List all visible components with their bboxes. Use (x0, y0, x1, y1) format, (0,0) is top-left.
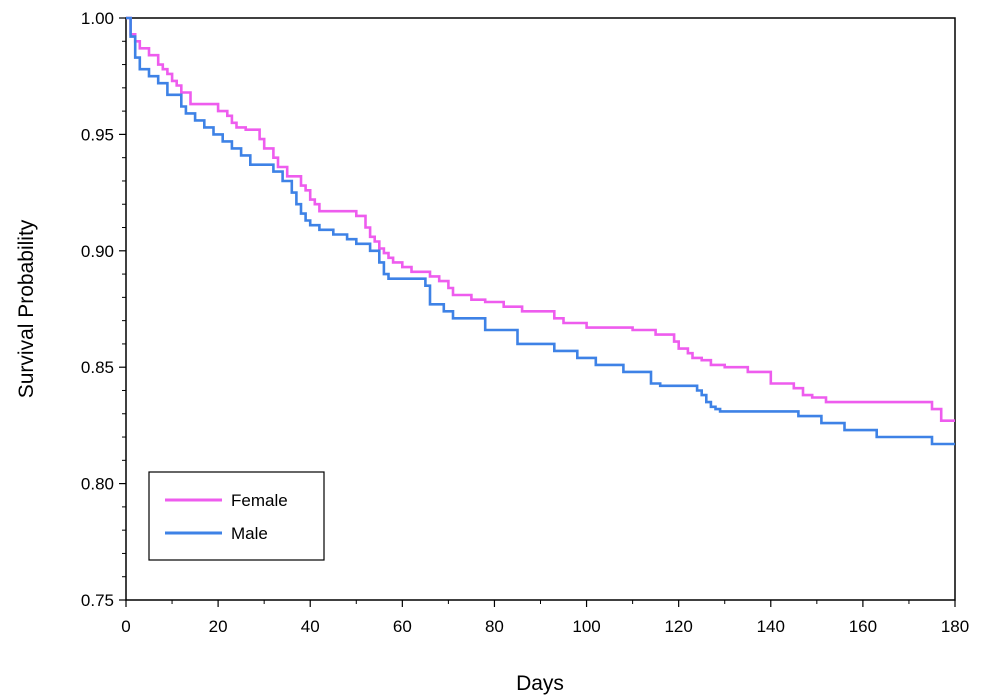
series-line-female (126, 16, 955, 422)
x-tick-label: 60 (393, 617, 412, 636)
legend-box (148, 471, 325, 561)
series-line-male (126, 16, 955, 446)
x-tick-label: 100 (572, 617, 600, 636)
y-axis-title: Survival Probability (15, 219, 38, 398)
x-tick-label: 120 (664, 617, 692, 636)
x-tick-label: 0 (121, 617, 130, 636)
y-tick-label: 0.95 (81, 125, 114, 144)
x-tick-label: 20 (209, 617, 228, 636)
axis-ticks: 0 20 40 60 80 100 120 140 160 180 0.75 0.80 0.85 0.90… (81, 9, 969, 636)
series-lines (126, 16, 955, 446)
x-tick-label: 160 (849, 617, 877, 636)
x-tick-label: 40 (301, 617, 320, 636)
y-tick-label: 0.75 (81, 591, 114, 610)
x-axis-title: Days (516, 672, 564, 695)
legend-label-male: Male (231, 524, 268, 543)
y-tick-label: 1.00 (81, 9, 114, 28)
y-tick-label: 0.85 (81, 358, 114, 377)
y-tick-label: 0.90 (81, 242, 114, 261)
legend: Female Male (148, 471, 325, 561)
x-tick-label: 140 (757, 617, 785, 636)
x-tick-label: 180 (941, 617, 969, 636)
y-tick-label: 0.80 (81, 475, 114, 494)
legend-label-female: Female (231, 491, 288, 510)
x-tick-label: 80 (485, 617, 504, 636)
